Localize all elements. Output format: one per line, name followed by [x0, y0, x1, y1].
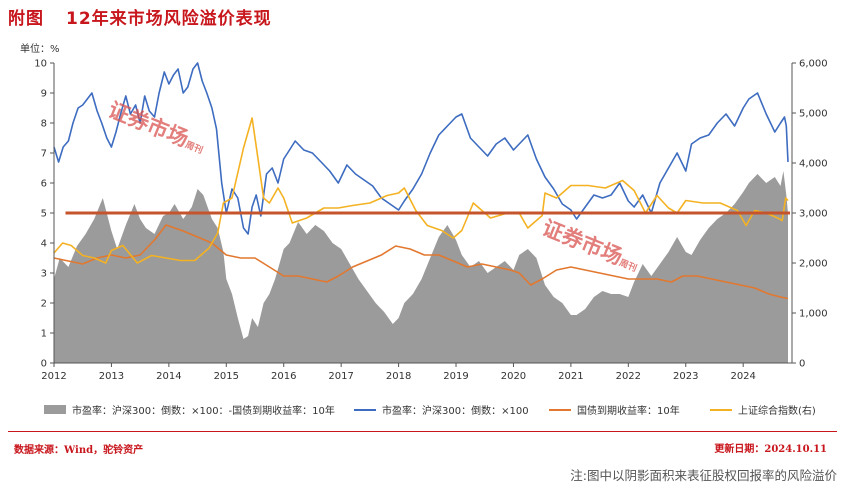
y-left-tick-label: 8 [41, 119, 47, 130]
y-right-tick-label: 6,000 [799, 59, 828, 70]
y-left-tick-label: 6 [41, 179, 47, 190]
series-line-bond-yield [53, 224, 789, 300]
risk-premium-chart: 单位：% 0 1 2 3 4 5 6 7 8 9 10 0 1,000 2,000 3,000 4,000 5,0… [20, 42, 828, 417]
y-right-tick-label: 4,000 [799, 159, 828, 170]
update-date: 更新日期：2024.10.11 [714, 444, 827, 455]
y-right-tick-label: 2,000 [799, 259, 828, 270]
y-left-tick-label: 3 [41, 269, 47, 280]
x-tick-label: 2024 [730, 371, 755, 382]
legend-sh-index-label: 上证综合指数(右) [738, 404, 816, 417]
y-left-tick-label: 1 [41, 329, 47, 340]
watermark-suffix: 周刊 [183, 140, 204, 157]
x-tick-label: 2022 [616, 371, 641, 382]
x-tick-label: 2023 [673, 371, 698, 382]
series-line-sh-index [53, 117, 789, 264]
x-tick-label: 2016 [271, 371, 296, 382]
x-tick-label: 2021 [558, 371, 583, 382]
x-tick-label: 2018 [386, 371, 411, 382]
unit-label: 单位：% [20, 42, 60, 55]
data-source: 数据来源：Wind，驼铃资产 [14, 445, 144, 456]
y-right-tick-label: 1,000 [799, 309, 828, 320]
x-tick-label: 2020 [501, 371, 526, 382]
figure-label: 附图 [8, 9, 44, 29]
x-tick-label: 2014 [156, 371, 181, 382]
watermark-suffix-2: 周刊 [617, 258, 638, 275]
y-left-tick-label: 4 [41, 239, 47, 250]
x-tick-label: 2019 [443, 371, 468, 382]
series-area-risk-premium [54, 171, 788, 363]
y-left-tick-label: 9 [41, 89, 47, 100]
y-right-tick-label: 0 [799, 359, 805, 370]
y-right-tick-label: 3,000 [799, 209, 828, 220]
series-line-pe-inverse [53, 62, 789, 235]
figure-heading: 12年来市场风险溢价表现 [66, 9, 272, 29]
x-tick-label: 2012 [41, 371, 66, 382]
legend-bond-yield-label: 国债到期收益率：10年 [577, 404, 680, 417]
legend-pe-inverse-label: 市盈率：沪深300：倒数：×100 [382, 404, 529, 417]
figure-title: 附图 12年来市场风险溢价表现 [8, 4, 272, 29]
y-left-tick-label: 10 [34, 59, 47, 70]
footer-divider [8, 431, 837, 432]
chart-note: 注:图中以阴影面积来表征股权回报率的风险溢价 [570, 468, 837, 483]
y-left-tick-label: 2 [41, 299, 47, 310]
x-tick-label: 2017 [328, 371, 353, 382]
y-left-tick-label: 0 [41, 359, 47, 370]
y-right-tick-label: 5,000 [799, 109, 828, 120]
legend-risk-premium-label: 市盈率：沪深300：倒数：×100：-国债到期收益率：10年 [72, 404, 335, 417]
y-left-tick-label: 7 [41, 149, 47, 160]
legend-risk-premium-swatch [44, 405, 66, 414]
y-left-tick-label: 5 [41, 209, 47, 220]
x-tick-label: 2013 [99, 371, 124, 382]
x-tick-label: 2015 [214, 371, 239, 382]
